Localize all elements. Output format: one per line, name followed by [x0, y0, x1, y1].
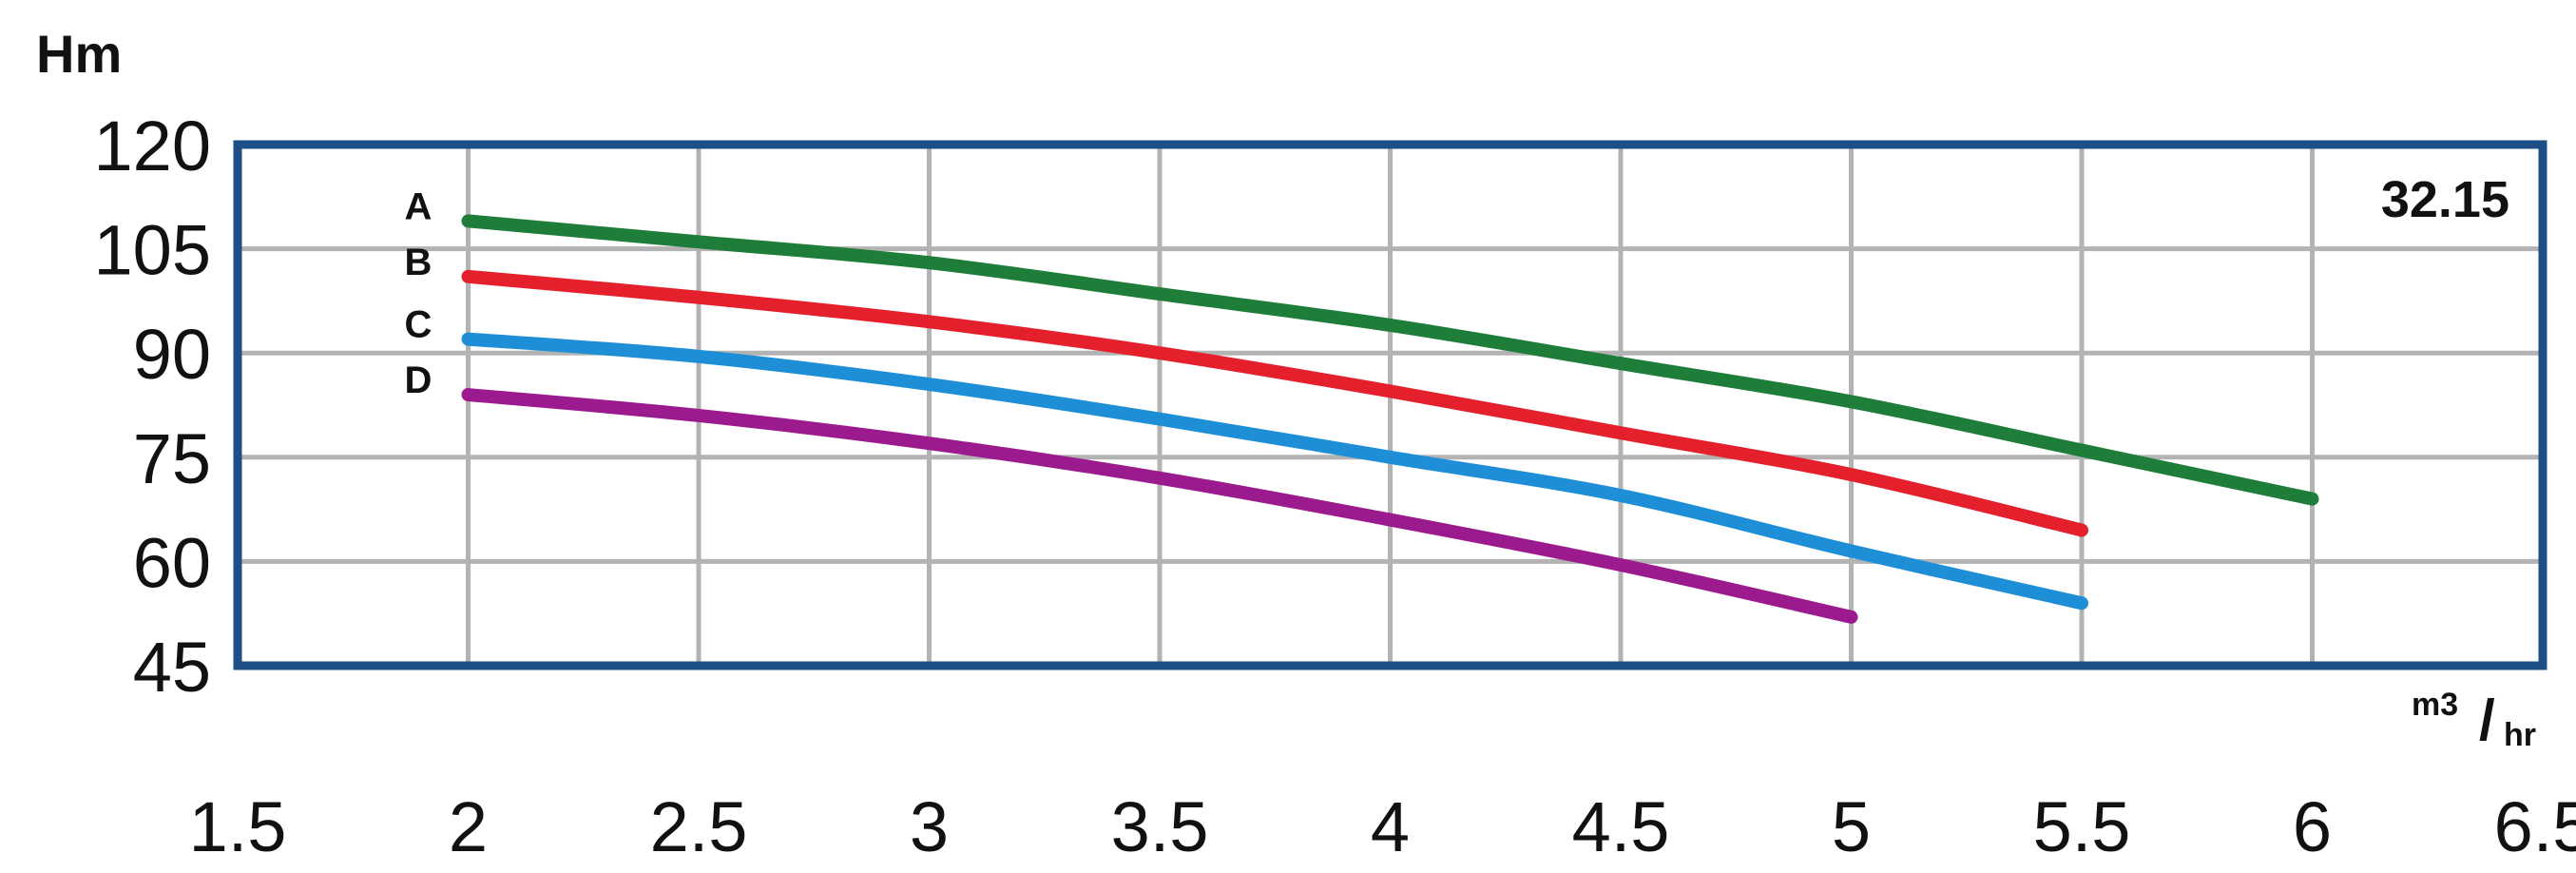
series-label-a: A [405, 185, 433, 227]
x-tick-label: 4 [1371, 787, 1410, 866]
series-line-c [461, 332, 2088, 611]
x-tick-label: 2.5 [650, 787, 748, 866]
series-label-b: B [405, 242, 433, 283]
x-tick-label: 6 [2293, 787, 2332, 866]
y-tick-label: 120 [94, 107, 211, 185]
series-layer [461, 214, 2319, 624]
y-tick-label: 45 [133, 628, 211, 707]
series-label-d: D [405, 359, 433, 401]
y-tick-label: 105 [94, 211, 211, 290]
x-tick-label: 2 [449, 787, 488, 866]
x-tick-labels: 1.5 2 2.5 3 3.5 4 4.5 5 5.5 6 6.5 [189, 787, 2576, 866]
x-tick-label: 3 [910, 787, 949, 866]
x-tick-label: 6.5 [2494, 787, 2576, 866]
series-line-d [461, 388, 1858, 624]
plot-frame [233, 140, 2547, 670]
x-tick-label: 5.5 [2033, 787, 2131, 866]
model-label: 32.15 [2381, 171, 2509, 228]
x-tick-label: 5 [1832, 787, 1871, 866]
series-line-a [461, 214, 2319, 506]
y-tick-label: 60 [133, 523, 211, 602]
unit-denominator: hr [2504, 717, 2536, 753]
x-axis-unit: m3 / hr [2412, 687, 2536, 753]
x-tick-label: 4.5 [1572, 787, 1670, 866]
unit-numerator: m3 [2412, 687, 2458, 723]
series-line-b [461, 269, 2088, 537]
series-label-c: C [405, 304, 433, 346]
unit-slash: / [2479, 689, 2495, 752]
x-tick-label: 1.5 [189, 787, 287, 866]
y-axis-label: Hm [36, 24, 122, 84]
x-tick-label: 3.5 [1111, 787, 1209, 866]
y-tick-labels: 120 105 90 75 60 45 [94, 107, 211, 707]
y-tick-label: 90 [133, 315, 211, 394]
y-tick-label: 75 [133, 419, 211, 498]
